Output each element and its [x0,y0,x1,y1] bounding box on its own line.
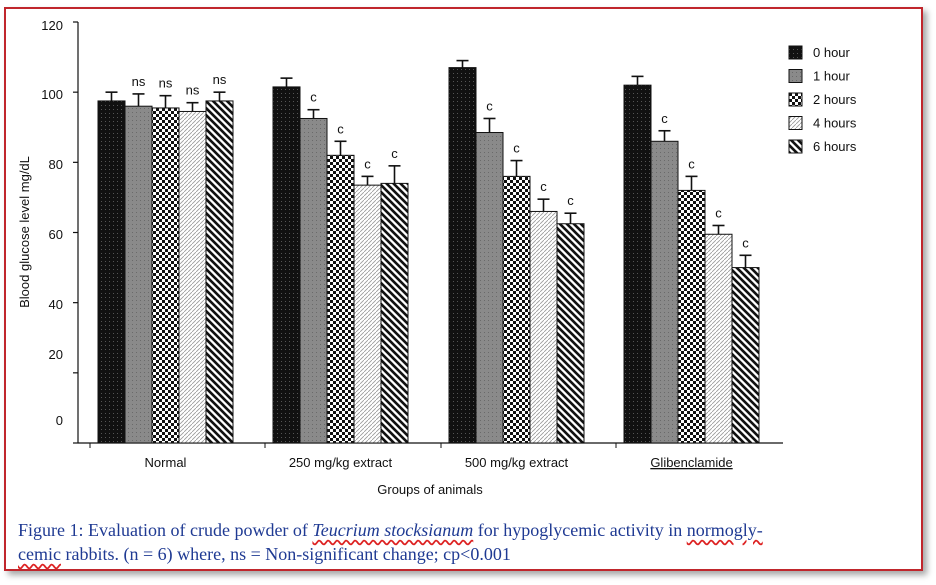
bar [448,67,477,444]
legend-label: 2 hours [813,92,857,107]
y-tick-group: 0 20 40 60 80 100 120 [41,18,78,444]
bar [529,210,558,444]
bar [97,100,126,444]
legend-label: 1 hour [813,69,851,84]
bar [731,267,760,444]
significance-label: c [310,90,317,105]
bar [151,107,180,444]
y-tick-label: 0 [56,413,63,428]
bar [124,105,153,444]
bar [623,84,652,444]
bar [326,154,355,444]
y-axis-label: Blood glucose level mg/dL [17,156,32,308]
significance-label: c [688,156,695,171]
bar [353,184,382,444]
significance-label: ns [159,76,173,91]
bar [272,86,301,444]
significance-label: c [742,235,749,250]
bar [556,223,585,444]
legend-label: 4 hours [813,116,857,131]
significance-label: c [337,121,344,136]
bar [380,182,409,444]
x-axis-label: Groups of animals [377,482,483,497]
bar [650,140,679,444]
category-label: Normal [145,455,187,470]
y-tick-label: 60 [49,227,63,242]
caption-normo2: cemic [18,544,61,564]
caption-part1: Figure 1: Evaluation of crude powder of [18,520,313,540]
bar [677,189,706,444]
x-tick-label-group: Normal 250 mg/kg extract 500 mg/kg extract… [89,443,733,470]
legend-label: 0 hour [813,45,851,60]
legend-swatch [788,92,803,107]
bar [704,233,733,444]
y-tick-label: 20 [49,347,63,362]
significance-label: c [540,179,547,194]
significance-label: ns [213,72,227,87]
significance-label: c [715,205,722,220]
legend: 0 hour 1 hour 2 hours 4 hours 6 hours [788,45,857,154]
category-label: Glibenclamide [650,455,732,470]
significance-label: c [486,98,493,113]
significance-label: c [567,193,574,208]
bar [475,132,504,444]
significance-label: c [364,156,371,171]
significance-label: c [661,111,668,126]
caption-part3: rabbits. (n = 6) where, ns = Non-signifi… [60,544,511,564]
category-label: 250 mg/kg extract [289,455,393,470]
bar [299,117,328,444]
figure-caption: Figure 1: Evaluation of crude powder of … [18,518,913,566]
significance-label: ns [132,74,146,89]
legend-swatch [788,116,803,130]
legend-label: 6 hours [813,139,857,154]
significance-label: c [391,146,398,161]
caption-normo1: normogly- [686,520,763,540]
significance-label: c [513,141,520,156]
bar [502,175,531,444]
category-label: 500 mg/kg extract [465,455,569,470]
caption-part2: for hypoglycemic activity in [473,520,687,540]
bar [178,110,207,444]
legend-swatch [788,139,803,154]
y-tick-label: 100 [41,87,63,102]
y-tick-label: 40 [49,297,63,312]
significance-label: ns [186,83,200,98]
caption-species: Teucrium stocksianum [312,520,474,540]
legend-swatch [788,45,803,60]
y-tick-label: 120 [41,18,63,33]
legend-swatch [788,69,803,83]
bar [205,100,234,444]
y-tick-label: 80 [49,157,63,172]
